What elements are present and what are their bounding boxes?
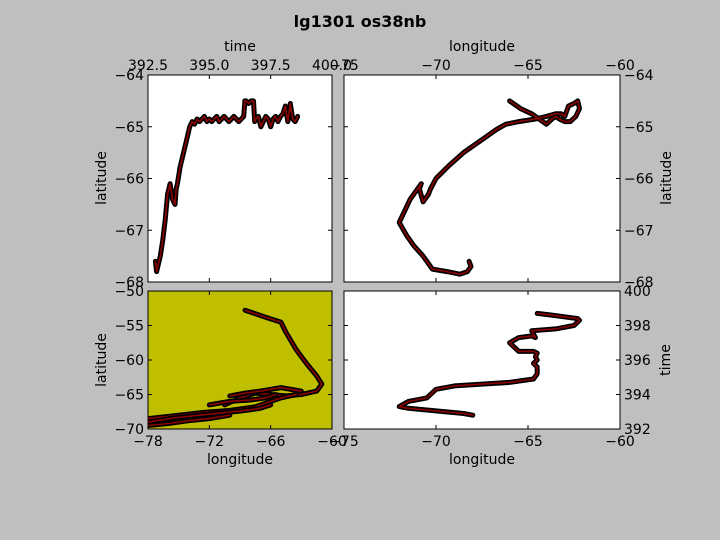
y-tick-label: 394 xyxy=(624,388,651,404)
y-tick-label: −66 xyxy=(624,172,654,188)
panel-longitude-time: −75 −70 −65 −60 400 398 396 394 392 longitude ti… xyxy=(329,284,674,468)
panel-map: −78 −72 −66 −60 −50 −55 −60 −65 −70 longitude la… xyxy=(94,284,347,468)
x-tick-label: −72 xyxy=(195,434,225,450)
x-tick-label: −70 xyxy=(421,434,451,450)
x-tick-label: −65 xyxy=(513,58,543,74)
x-tick-label: 392.5 xyxy=(128,58,168,74)
plot-area xyxy=(343,290,621,430)
panel-time-latitude: 392.5 395.0 397.5 400.0 −64 −65 −66 −67 −68 time… xyxy=(94,39,352,291)
track-line-inner-2 xyxy=(148,404,272,423)
track-line-inner-3 xyxy=(208,393,277,406)
y-tick-label: −55 xyxy=(114,319,144,335)
y-tick-label: −67 xyxy=(624,223,654,239)
y-tick-label: 398 xyxy=(624,319,651,335)
plot-area xyxy=(343,74,621,283)
y-tick-label: 392 xyxy=(624,422,651,438)
y-tick-label: −50 xyxy=(114,284,144,300)
y-tick-label: −70 xyxy=(114,422,144,438)
x-tick-label: −70 xyxy=(421,58,451,74)
y-tick-label: −68 xyxy=(114,275,144,291)
y-tick-label: −60 xyxy=(114,353,144,369)
y-tick-label: 400 xyxy=(624,284,651,300)
x-axis-label: longitude xyxy=(207,452,273,468)
x-axis-label: longitude xyxy=(449,39,515,55)
plot-area xyxy=(147,74,333,283)
y-tick-label: −67 xyxy=(114,223,144,239)
y-tick-label: −65 xyxy=(114,388,144,404)
track-line-inner-0 xyxy=(398,312,581,417)
y-tick-label: −64 xyxy=(114,68,144,84)
x-tick-label: 395.0 xyxy=(189,58,229,74)
panel-longitude-latitude: −75 −70 −65 −60−64 −65 −66 −67 −68 longitude la… xyxy=(329,39,675,291)
x-tick-label: 400.0 xyxy=(312,58,352,74)
x-tick-label: −60 xyxy=(317,434,347,450)
y-axis-label: latitude xyxy=(94,333,110,387)
x-tick-label: −60 xyxy=(605,58,635,74)
track-line-inner-4 xyxy=(229,386,303,397)
y-tick-label: −65 xyxy=(624,120,654,136)
figure-title: lg1301 os38nb xyxy=(294,12,427,31)
y-axis-label: latitude xyxy=(659,151,675,205)
x-axis-label: time xyxy=(224,39,256,55)
x-tick-label: −60 xyxy=(605,434,635,450)
x-tick-label: −78 xyxy=(133,434,163,450)
track-line-inner-5 xyxy=(148,414,231,427)
x-tick-label: −66 xyxy=(256,434,286,450)
track-line-inner-0 xyxy=(154,100,299,273)
track-line-inner-0 xyxy=(398,100,581,276)
y-tick-label: −64 xyxy=(624,68,654,84)
y-axis-label: latitude xyxy=(94,151,110,205)
x-tick-label: −75 xyxy=(329,58,359,74)
y-tick-label: 396 xyxy=(624,353,651,369)
x-tick-label: 397.5 xyxy=(251,58,291,74)
y-tick-label: −68 xyxy=(624,275,654,291)
x-tick-label: −65 xyxy=(513,434,543,450)
x-axis-label: longitude xyxy=(449,452,515,468)
y-tick-label: −66 xyxy=(114,172,144,188)
y-tick-label: −65 xyxy=(114,120,144,136)
y-axis-label: time xyxy=(658,344,674,376)
x-tick-label: −75 xyxy=(329,434,359,450)
